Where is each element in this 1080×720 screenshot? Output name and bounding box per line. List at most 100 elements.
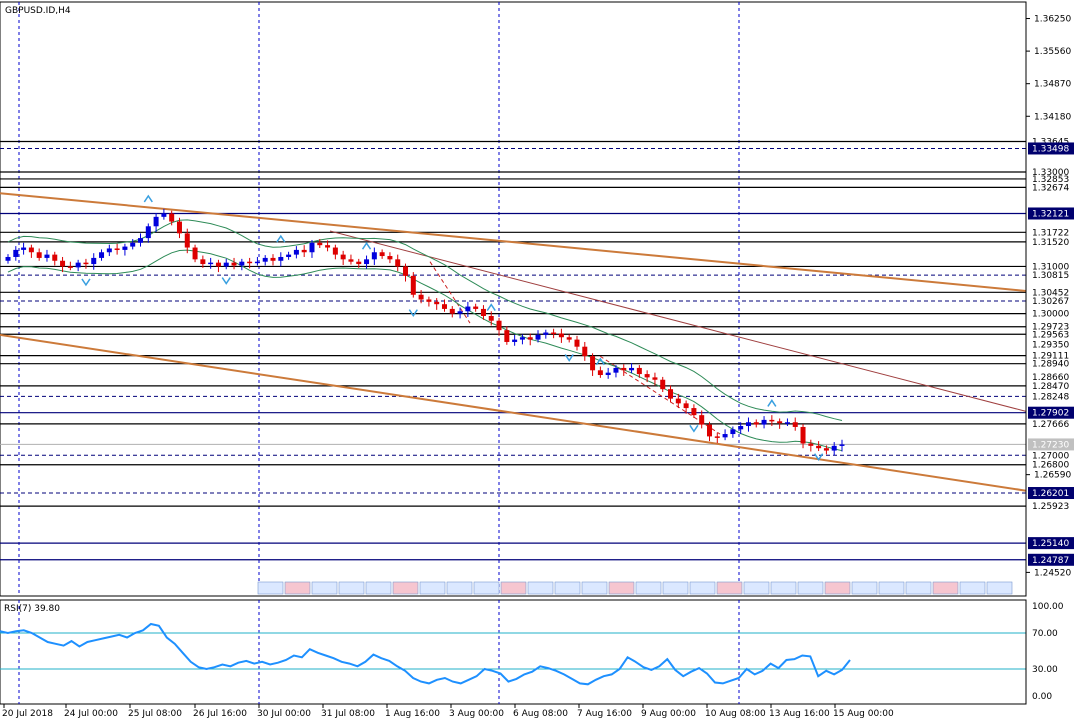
candle-body (325, 245, 331, 248)
price-tick-label: 1.35560 (1034, 47, 1071, 57)
candle-body (465, 306, 471, 312)
time-label-box (446, 581, 473, 595)
channel-line (329, 230, 1027, 412)
price-label: 1.24787 (1032, 556, 1069, 566)
candle-body (582, 346, 588, 357)
candle-body (722, 434, 728, 438)
time-tick-label: 15 Aug 00:00 (833, 709, 894, 719)
fractal-up-marker (595, 357, 605, 366)
time-label-box (338, 581, 365, 595)
candle-body (660, 379, 666, 390)
price-label: 1.33498 (1032, 144, 1069, 154)
time-label-box (986, 581, 1013, 595)
candle-body (777, 421, 783, 424)
candle-body (558, 333, 564, 338)
fractal-up-marker (276, 234, 286, 243)
candle-body (145, 226, 151, 239)
candle-body (823, 448, 829, 451)
time-label-box (311, 581, 338, 595)
fractal-down-marker (813, 453, 824, 462)
candle-body (473, 306, 479, 309)
candle-body (75, 262, 81, 268)
candle-body (247, 261, 253, 264)
dashed-red-line (429, 261, 471, 324)
price-label: 1.28470 (1032, 382, 1069, 392)
time-tick-label: 10 Aug 08:00 (705, 709, 766, 719)
candle-body (683, 403, 689, 409)
fractal-down-marker (689, 424, 699, 433)
candle-body (153, 216, 159, 227)
candle-body (317, 242, 323, 246)
price-tick-label: 1.36250 (1034, 15, 1071, 25)
candle-body (597, 370, 603, 376)
price-label: 1.26800 (1032, 461, 1069, 471)
candle-body (769, 419, 775, 422)
candle-body (356, 261, 362, 265)
candle-body (99, 252, 105, 258)
time-label-box (284, 581, 311, 595)
trendline (0, 192, 1027, 292)
time-label-box (824, 581, 851, 595)
time-tick-label: 24 Jul 00:00 (64, 709, 118, 719)
price-label-box (1028, 406, 1074, 419)
trendline (0, 333, 1027, 492)
candle-body (574, 339, 580, 347)
time-label-box (662, 581, 689, 595)
candle-body (590, 356, 596, 371)
candle-body (675, 398, 681, 404)
candle-body (106, 248, 112, 253)
price-label: 1.28660 (1032, 373, 1069, 383)
candle-body (699, 415, 705, 425)
time-label-box (635, 581, 662, 595)
time-tick-label: 20 Jul 2018 (2, 709, 53, 719)
price-label: 1.29350 (1032, 340, 1069, 350)
candle-body (130, 242, 136, 247)
candle-body (434, 301, 440, 305)
fractal-markers (81, 194, 824, 462)
price-label-box (1028, 537, 1074, 550)
candle-body (52, 254, 58, 261)
main-chart-pane: GBPUSD.ID,H4 (0, 1, 1027, 597)
candle-body (519, 337, 525, 340)
price-label: 1.30267 (1032, 297, 1069, 307)
rsi-axis: 100.00 70.00 30.00 0.00 (1025, 600, 1064, 704)
rsi-label: RSI(7) 39.80 (4, 604, 60, 614)
time-label-box (797, 581, 824, 595)
candle-body (44, 254, 50, 258)
candle-body (21, 247, 27, 250)
time-label-box (392, 581, 419, 595)
candle-body (169, 213, 175, 222)
time-label-box (365, 581, 392, 595)
time-tick-label: 26 Jul 16:00 (193, 709, 247, 719)
candle-body (535, 334, 541, 340)
candle-body (208, 262, 214, 265)
price-label: 1.26201 (1032, 489, 1069, 499)
candle-body (403, 266, 409, 276)
candle-body (605, 372, 611, 376)
time-tick-label: 25 Jul 08:00 (128, 709, 182, 719)
price-tick-label: 1.26590 (1034, 471, 1071, 481)
time-tick-label: 9 Aug 00:00 (641, 709, 696, 719)
candle-body (239, 261, 245, 266)
candle-body (441, 304, 447, 309)
fractal-up-marker (361, 241, 372, 250)
candle-body (223, 262, 229, 267)
candle-body (215, 262, 221, 267)
rsi-tick-label: 100.00 (1032, 602, 1064, 612)
candle-body (613, 367, 619, 373)
candle-body (761, 419, 767, 425)
candle-body (13, 249, 19, 257)
candle-body (176, 221, 182, 234)
fractal-down-marker (408, 309, 418, 317)
price-label: 1.33000 (1032, 168, 1069, 178)
fractal-down-marker (221, 277, 231, 285)
time-label-box (878, 581, 905, 595)
candle-body (184, 233, 190, 248)
trendlines (0, 192, 1027, 492)
price-label-box (1028, 487, 1074, 500)
main-vertical-grid (18, 2, 740, 596)
rsi-vertical-grid (18, 600, 740, 704)
candle-body (730, 429, 736, 435)
price-label: 1.32121 (1032, 209, 1069, 219)
